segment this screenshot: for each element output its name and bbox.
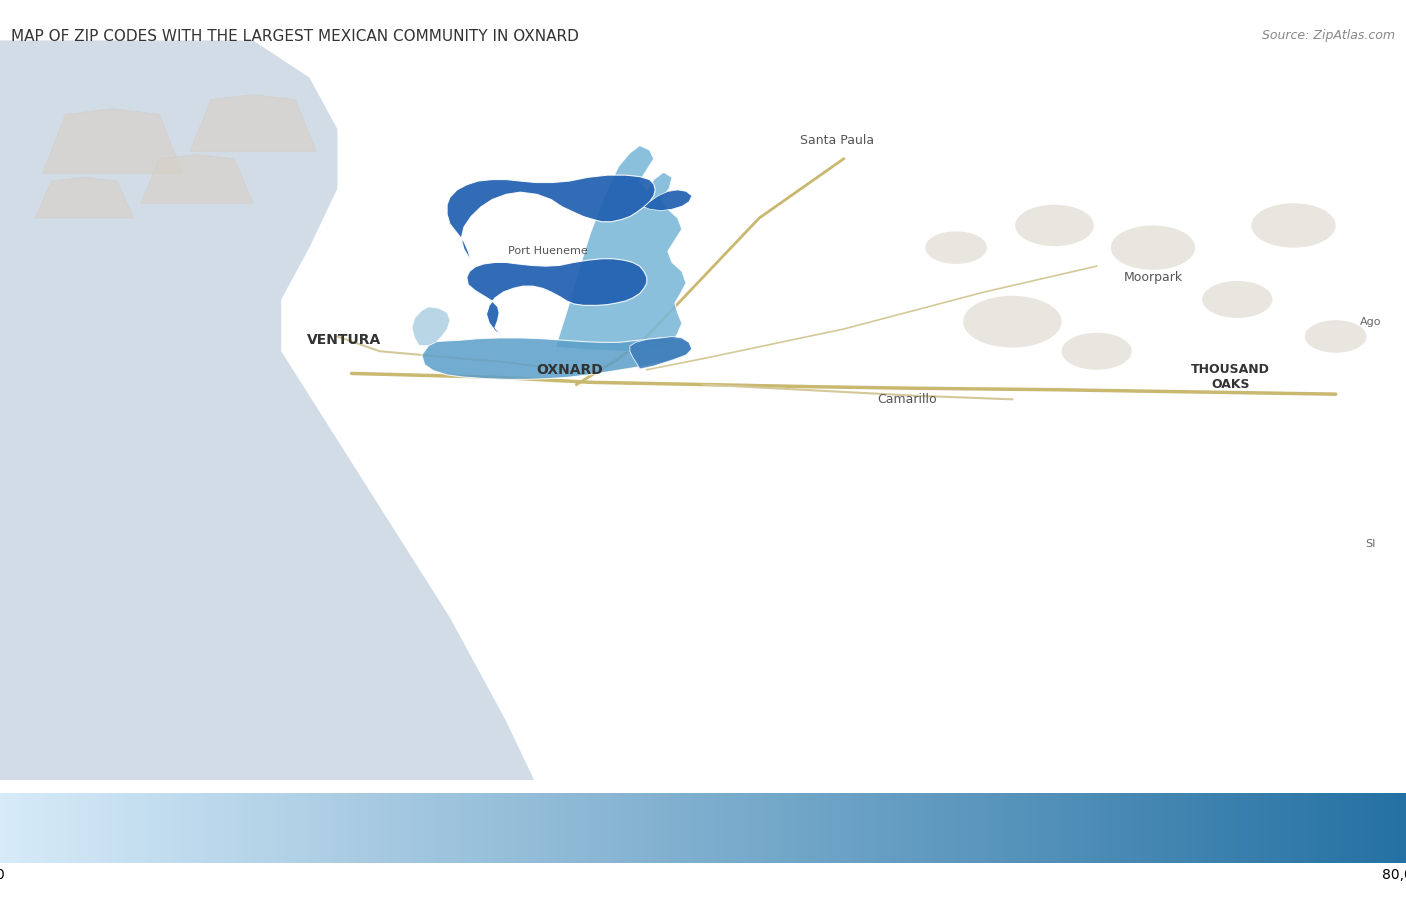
Circle shape (1062, 333, 1132, 369)
Circle shape (925, 231, 987, 264)
Circle shape (1251, 203, 1336, 247)
Text: Port Hueneme: Port Hueneme (509, 246, 588, 256)
Text: Santa Paula: Santa Paula (800, 134, 873, 147)
Polygon shape (0, 40, 534, 780)
Polygon shape (190, 94, 316, 151)
Polygon shape (555, 146, 686, 352)
Polygon shape (422, 338, 692, 379)
Text: SI: SI (1365, 539, 1376, 548)
Polygon shape (35, 177, 134, 218)
Text: Ago: Ago (1360, 316, 1382, 326)
Polygon shape (630, 336, 692, 369)
Text: Source: ZipAtlas.com: Source: ZipAtlas.com (1261, 29, 1395, 41)
Text: THOUSAND
OAKS: THOUSAND OAKS (1191, 363, 1270, 391)
Polygon shape (467, 259, 647, 338)
Text: OXNARD: OXNARD (536, 362, 603, 377)
Circle shape (1111, 226, 1195, 270)
Text: Moorpark: Moorpark (1123, 271, 1182, 284)
Text: Camarillo: Camarillo (877, 393, 936, 405)
Polygon shape (42, 109, 183, 174)
Polygon shape (141, 155, 253, 203)
Text: VENTURA: VENTURA (308, 334, 381, 347)
Text: MAP OF ZIP CODES WITH THE LARGEST MEXICAN COMMUNITY IN OXNARD: MAP OF ZIP CODES WITH THE LARGEST MEXICA… (11, 29, 579, 44)
Circle shape (1015, 205, 1094, 246)
Circle shape (963, 296, 1062, 348)
Circle shape (1305, 320, 1367, 352)
Polygon shape (412, 307, 450, 345)
Polygon shape (644, 190, 692, 210)
Circle shape (1202, 281, 1272, 318)
Polygon shape (447, 175, 655, 267)
